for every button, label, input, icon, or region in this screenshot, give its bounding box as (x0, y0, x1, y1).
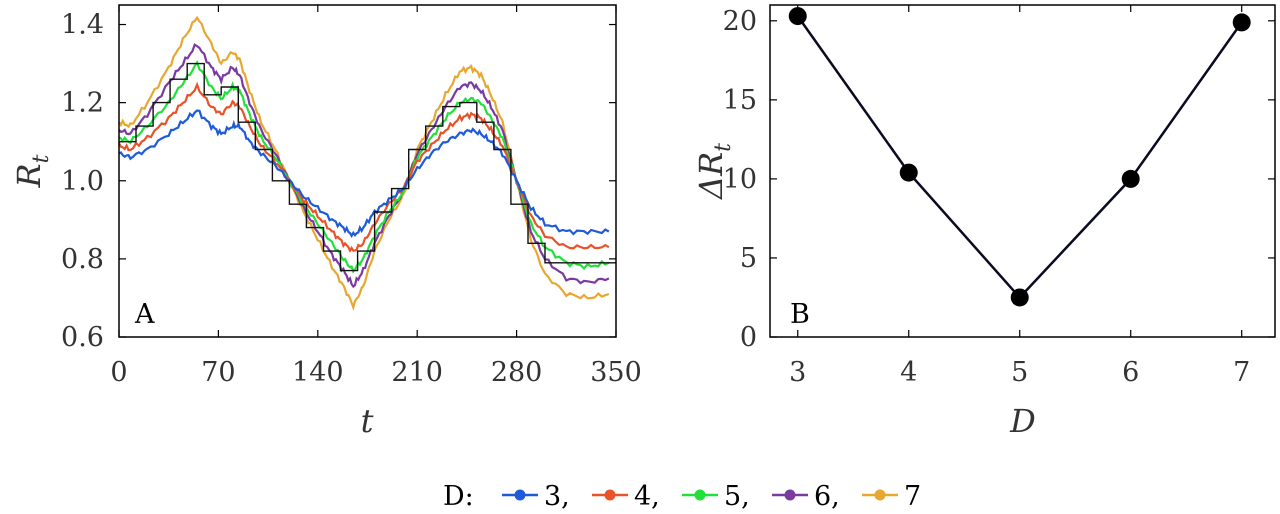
legend-marker (874, 489, 886, 501)
panel-b-xlabel: D (1009, 402, 1036, 440)
panel-b-ytick-label: 5 (740, 243, 757, 274)
legend-marker (604, 489, 616, 501)
panel-b-series (788, 7, 1251, 307)
legend-entries: 3, 4, 5, 6, 7 (502, 481, 921, 512)
series-line-d3 (118, 109, 610, 238)
panel-b-label: B (790, 299, 810, 330)
legend-label: 5, (724, 481, 750, 512)
legend-marker (514, 489, 526, 501)
panel-a-ylabel-main: R (10, 163, 48, 188)
panel-a-xtick-label: 140 (292, 357, 344, 388)
panel-a-ytick-label: 0.8 (61, 244, 104, 275)
panel-a-xtick-label: 70 (201, 357, 235, 388)
panel-b-point (1232, 13, 1251, 32)
panel-b-ytick-label: 20 (723, 6, 757, 37)
panel-b-ytick-label: 10 (723, 164, 757, 195)
legend-label: 3, (544, 481, 570, 512)
legend-title: D: (443, 481, 474, 512)
panel-a-label: A (134, 299, 155, 330)
panel-a-xtick-label: 280 (491, 357, 543, 388)
panel-a-ylabel-sub: t (29, 154, 54, 163)
panel-b-point (1121, 169, 1140, 188)
svg-text:Rt: Rt (10, 154, 54, 188)
panel-b-ytick-label: 0 (740, 322, 757, 353)
legend-marker (694, 489, 706, 501)
panel-b: 3 4 5 6 7 0 5 10 15 20 B D ΔRt (692, 4, 1276, 440)
panel-b-line (796, 15, 1243, 300)
panel-b-xtick-label: 4 (900, 357, 917, 388)
panel-a-xtick-label: 350 (590, 357, 642, 388)
panel-b-frame (769, 4, 1276, 338)
panel-a-ytick-label: 0.6 (61, 322, 104, 353)
series-line-d7 (118, 15, 610, 312)
panel-b-xtick-label: 6 (1122, 357, 1139, 388)
panel-b-ylabel-main: ΔR (692, 152, 730, 201)
series-line-d6 (118, 43, 610, 289)
panel-a-series (118, 15, 616, 312)
panel-b-ylabel-sub: t (711, 143, 736, 152)
panel-b-xtick-label: 5 (1011, 357, 1028, 388)
series-line-d4 (118, 81, 610, 253)
legend-label: 7 (904, 481, 921, 512)
panel-a-xlabel: t (361, 402, 374, 440)
panel-a-xtick-label: 210 (391, 357, 443, 388)
panel-b-point (1010, 288, 1029, 307)
panel-a-ytick-label: 1.4 (61, 10, 104, 41)
panel-b-point (899, 163, 918, 182)
panel-a-frame (118, 4, 617, 338)
legend-label: 6, (814, 481, 840, 512)
panel-a-ylabel: Rt (10, 154, 54, 188)
legend-marker (784, 489, 796, 501)
panel-b-point (788, 7, 807, 26)
panel-a-ytick-label: 1.2 (61, 88, 104, 119)
panel-a-ticks: 0 70 140 210 280 350 0.6 0.8 1.0 1.2 1.4 (61, 5, 642, 388)
panel-b-ylabel: ΔRt (692, 143, 736, 201)
reference-step-line (119, 62, 616, 272)
svg-text:ΔRt: ΔRt (692, 143, 736, 201)
panel-b-xtick-label: 3 (789, 357, 806, 388)
panel-b-xtick-label: 7 (1233, 357, 1250, 388)
panel-b-ticks: 3 4 5 6 7 0 5 10 15 20 (723, 5, 1275, 388)
panel-a-xtick-label: 0 (110, 357, 127, 388)
panel-a: 0 70 140 210 280 350 0.6 0.8 1.0 1.2 1.4 A t Rt (10, 4, 642, 440)
legend: D: 3, 4, 5, 6, 7 (443, 481, 921, 512)
legend-label: 4, (634, 481, 660, 512)
panel-b-ytick-label: 15 (723, 85, 757, 116)
panel-a-ytick-label: 1.0 (61, 166, 104, 197)
series-line-d5 (118, 60, 610, 274)
